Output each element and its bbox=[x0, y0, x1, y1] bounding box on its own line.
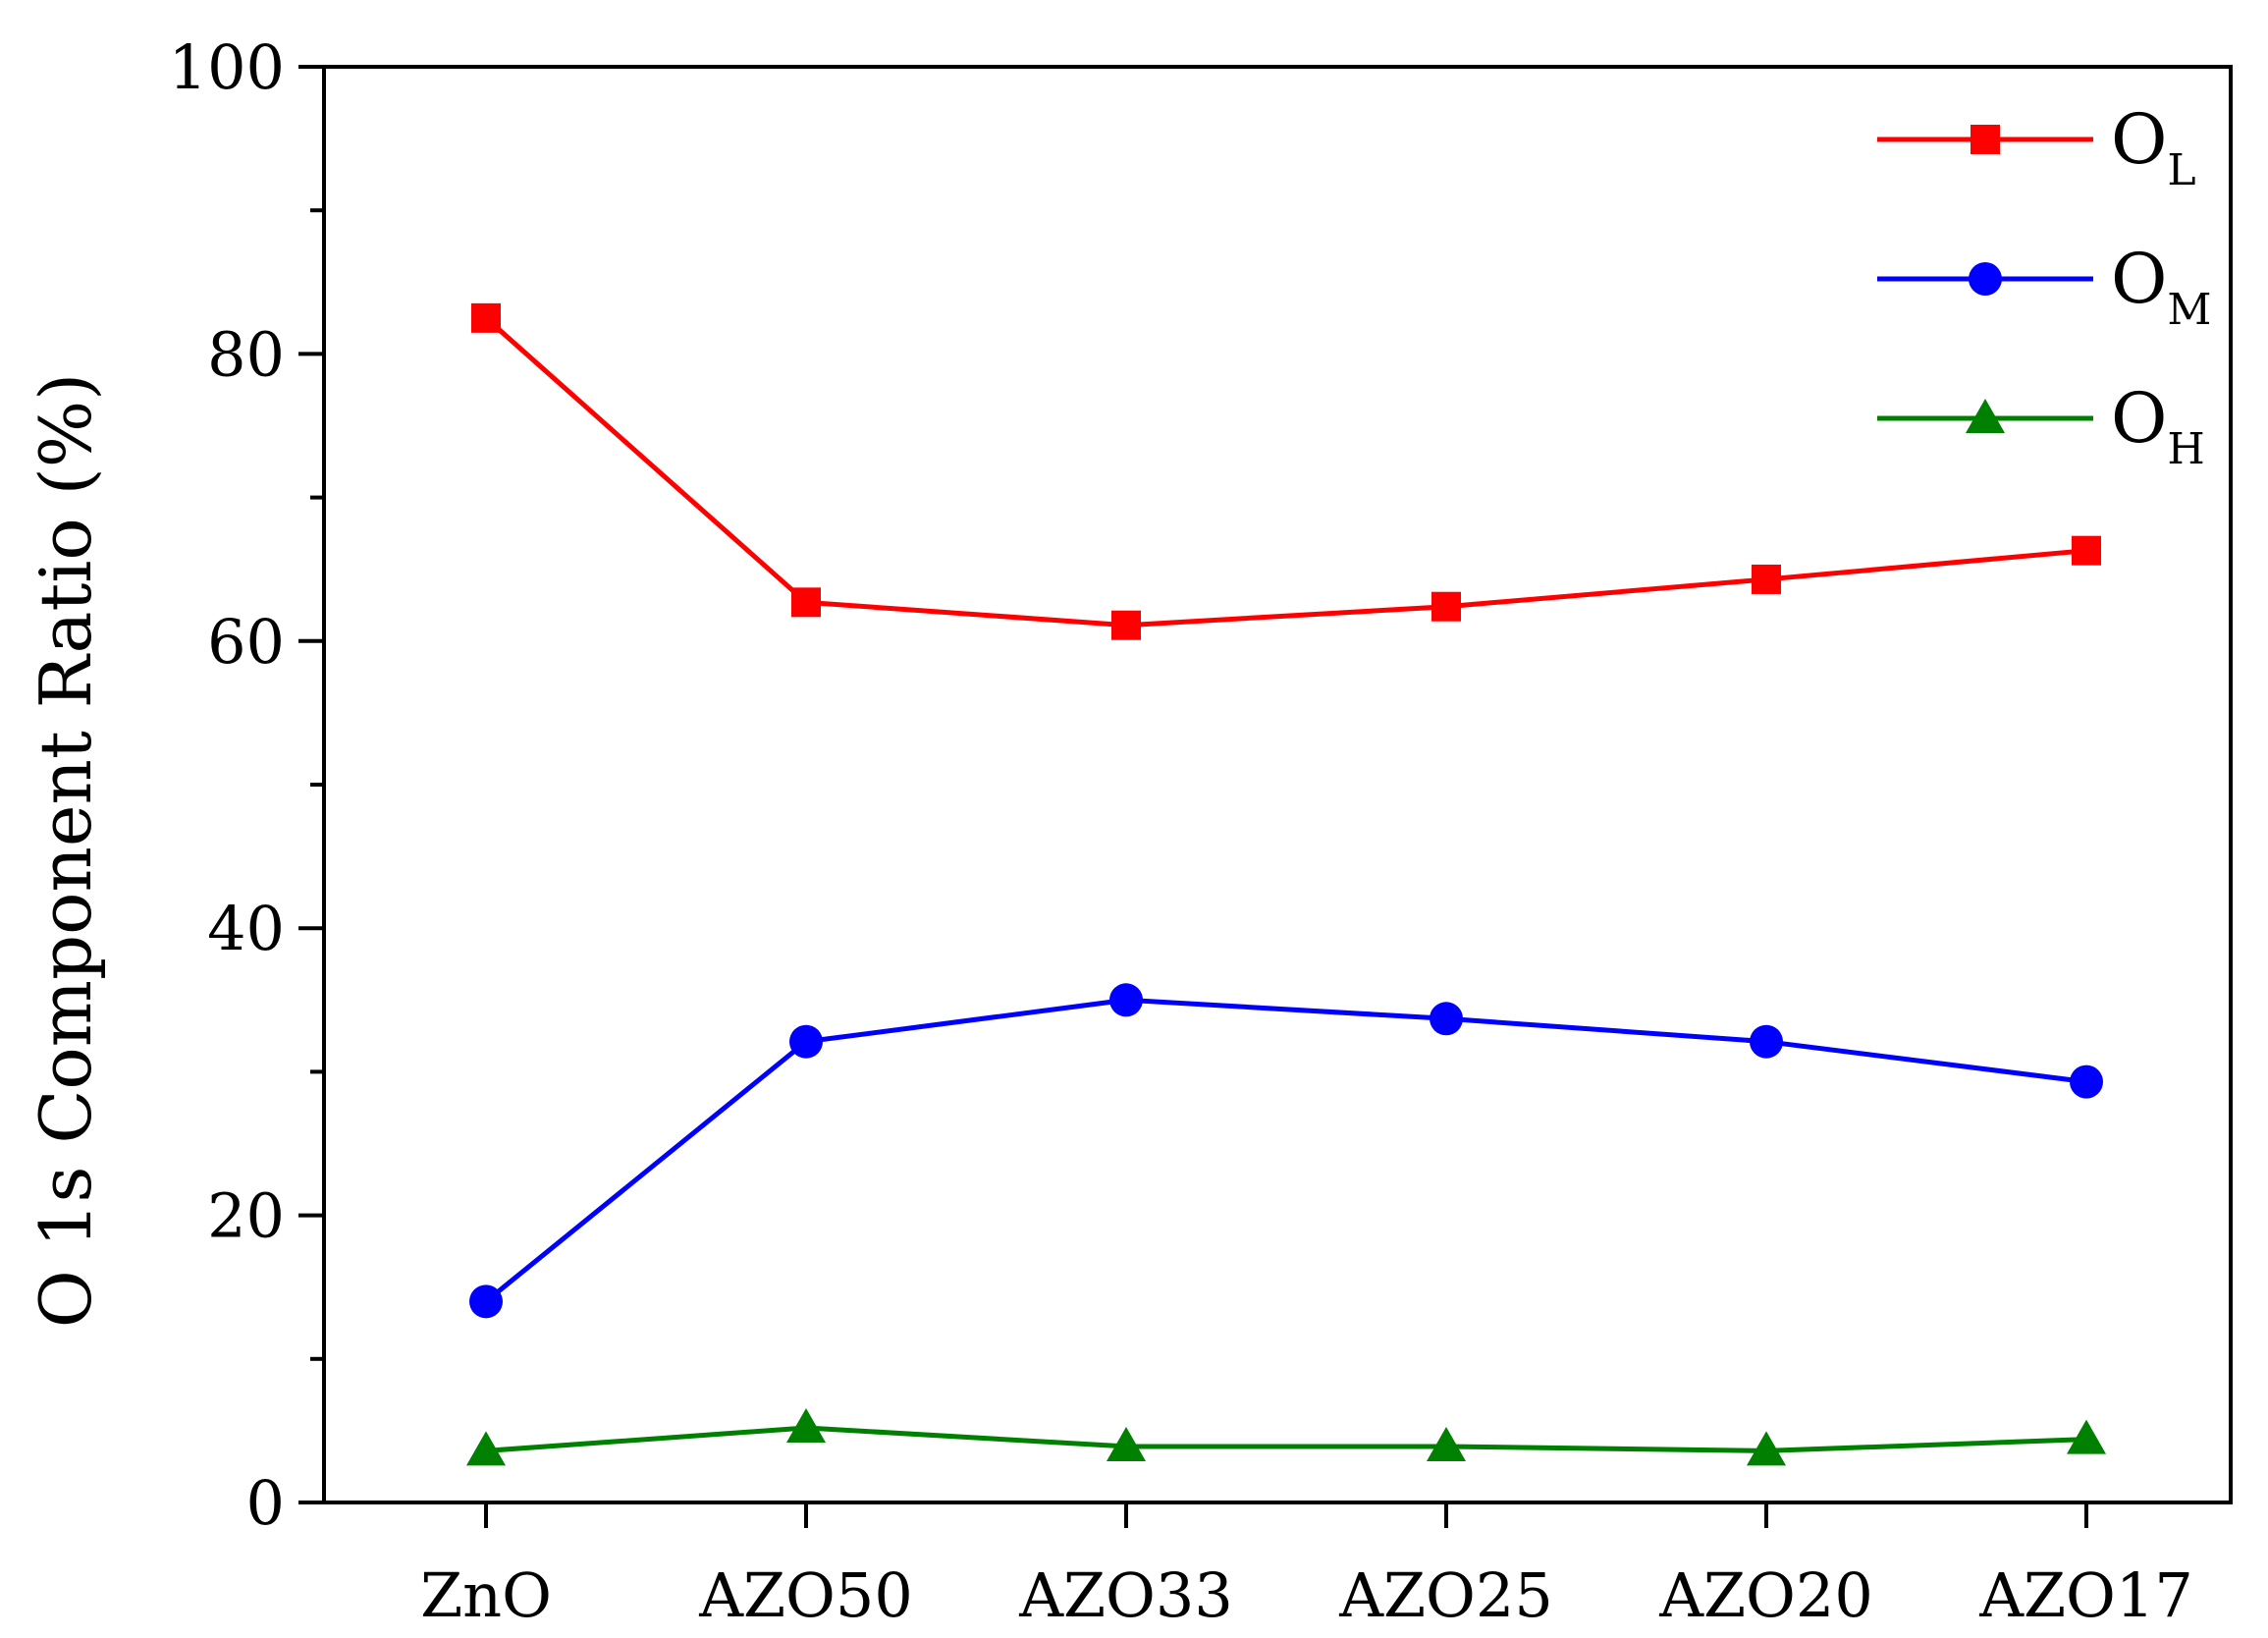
data-point-oh bbox=[1747, 1431, 1786, 1466]
series-line-oh bbox=[485, 1425, 2087, 1453]
series-ol bbox=[471, 302, 2101, 640]
x-tick-label: AZO50 bbox=[698, 1559, 913, 1631]
data-point-om bbox=[1750, 1024, 1783, 1059]
y-tick-label: 0 bbox=[246, 1467, 285, 1539]
series-om bbox=[469, 983, 2103, 1319]
x-tick-label: AZO33 bbox=[1018, 1559, 1233, 1631]
data-point-om bbox=[469, 1284, 503, 1319]
y-axis: 0 20 40 60 80 100 bbox=[169, 31, 324, 1539]
data-point-ol bbox=[791, 587, 821, 618]
data-point-om bbox=[2070, 1065, 2103, 1099]
data-point-oh bbox=[466, 1431, 506, 1466]
series-line-ol bbox=[484, 315, 2087, 628]
y-tick-label: 100 bbox=[169, 31, 285, 103]
legend-marker-ol bbox=[1971, 125, 2000, 154]
y-axis-title: O 1s Component Ratio (%) bbox=[25, 373, 107, 1328]
data-point-ol bbox=[2072, 535, 2101, 566]
data-point-ol bbox=[1111, 610, 1141, 640]
y-tick-label: 80 bbox=[207, 318, 285, 390]
data-point-om bbox=[1430, 1002, 1463, 1036]
data-point-om bbox=[789, 1024, 823, 1059]
series-line-om bbox=[484, 997, 2087, 1304]
y-tick-label: 60 bbox=[207, 606, 285, 678]
legend-entry-om: OM bbox=[1877, 239, 2211, 335]
data-point-oh bbox=[1107, 1426, 1146, 1461]
data-point-ol bbox=[1752, 564, 1781, 594]
plot-area bbox=[322, 65, 2233, 1504]
data-point-oh bbox=[1427, 1426, 1466, 1461]
series-oh bbox=[466, 1407, 2106, 1466]
x-tick-label: ZnO bbox=[420, 1559, 552, 1631]
legend: OL OM OH bbox=[1877, 99, 2211, 474]
y-tick-label: 40 bbox=[207, 893, 285, 964]
legend-label-om: OM bbox=[2111, 239, 2211, 335]
legend-marker-oh bbox=[1966, 399, 2005, 433]
x-tick-label: AZO20 bbox=[1658, 1559, 1873, 1631]
legend-entry-oh: OH bbox=[1877, 378, 2205, 474]
x-tick-label: AZO25 bbox=[1338, 1559, 1553, 1631]
legend-label-oh: OH bbox=[2111, 378, 2205, 474]
data-point-ol bbox=[1431, 591, 1461, 622]
y-tick-label: 20 bbox=[207, 1180, 285, 1252]
data-point-om bbox=[1109, 983, 1143, 1017]
data-point-ol bbox=[471, 302, 501, 333]
legend-label-ol: OL bbox=[2111, 99, 2196, 195]
plot-border bbox=[322, 65, 2233, 1504]
data-point-oh bbox=[2067, 1419, 2106, 1454]
data-point-oh bbox=[786, 1407, 826, 1443]
x-axis: ZnO AZO50 AZO33 AZO25 AZO20 AZO17 bbox=[420, 1502, 2193, 1631]
legend-marker-om bbox=[1969, 262, 2002, 296]
x-tick-label: AZO17 bbox=[1978, 1559, 2193, 1631]
series-layer bbox=[466, 302, 2106, 1466]
legend-entry-ol: OL bbox=[1877, 99, 2196, 195]
